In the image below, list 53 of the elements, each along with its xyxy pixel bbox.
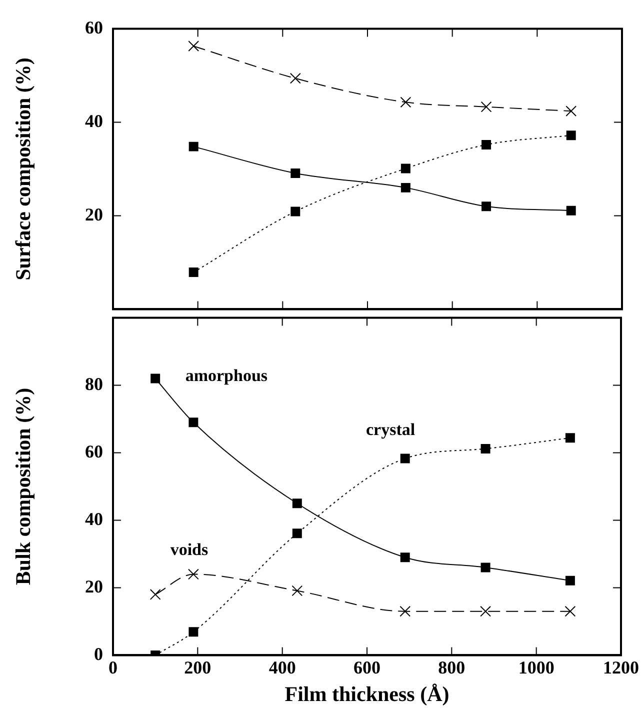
point: [400, 96, 412, 108]
point: [400, 182, 410, 192]
point: [188, 142, 198, 152]
point: [400, 454, 410, 464]
series-label: crystal: [366, 420, 416, 439]
x-axis-title: Film thickness (Å): [284, 682, 450, 706]
point: [150, 374, 160, 384]
point: [565, 433, 575, 443]
point: [480, 444, 490, 454]
point: [188, 568, 199, 580]
point: [290, 168, 300, 178]
y-tick-label: 80: [85, 374, 103, 394]
x-tick-label: 1000: [518, 658, 554, 678]
point: [480, 562, 490, 572]
point: [292, 528, 302, 538]
point: [400, 552, 410, 562]
x-tick-label: 200: [184, 658, 212, 678]
y-tick-label: 60: [85, 17, 103, 38]
point: [566, 206, 576, 216]
y-tick-label: 40: [85, 508, 103, 529]
point: [564, 606, 576, 617]
x-tick-label: 0: [108, 658, 118, 678]
y-tick-label: 20: [85, 204, 103, 224]
point: [566, 106, 577, 116]
x-tick-label: 800: [438, 658, 466, 678]
y-tick-label: 20: [85, 576, 103, 596]
series-label: amorphous: [185, 366, 268, 385]
y-axis-title: Surface composition (%): [11, 58, 36, 280]
y-tick-label: 40: [85, 110, 103, 131]
point: [482, 140, 492, 150]
x-tick-label: 400: [268, 658, 296, 678]
point: [292, 498, 302, 508]
y-axis-title: Bulk composition (%): [11, 388, 36, 586]
point: [150, 589, 161, 600]
point: [188, 627, 198, 637]
y-tick-label: 0: [94, 644, 103, 664]
point: [292, 585, 303, 596]
point: [188, 268, 198, 278]
point: [565, 576, 575, 586]
y-tick-label: 60: [85, 441, 103, 462]
x-tick-label: 600: [354, 658, 380, 678]
x-tick-label: 1200: [603, 658, 639, 678]
point: [566, 130, 576, 140]
series-label: voids: [170, 540, 209, 559]
point: [400, 606, 411, 617]
point: [480, 606, 491, 617]
point: [400, 164, 410, 174]
point: [290, 72, 301, 84]
point: [480, 101, 492, 112]
point: [482, 202, 492, 212]
point: [188, 418, 198, 428]
point: [290, 206, 300, 216]
point: [188, 40, 200, 52]
